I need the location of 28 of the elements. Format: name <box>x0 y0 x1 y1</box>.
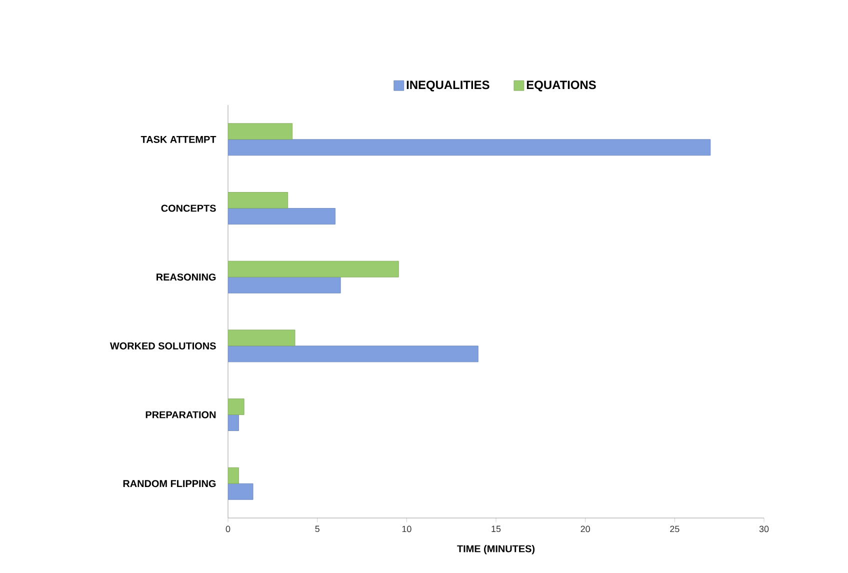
bar <box>228 483 254 500</box>
x-tick-label: 25 <box>670 526 680 532</box>
legend-label: INEQUALITIES <box>406 80 490 92</box>
bar <box>228 414 239 431</box>
bar <box>228 192 288 208</box>
bar <box>228 260 399 278</box>
y-tick-label: TASK ATTEMPT <box>140 136 216 143</box>
x-tick-label: 30 <box>759 526 769 532</box>
bar <box>228 208 336 224</box>
x-tick-label: 20 <box>580 526 590 532</box>
x-axis-title: TIME (MINUTES) <box>457 544 535 554</box>
x-tick-label: 10 <box>402 526 412 532</box>
y-tick-label: REASONING <box>156 274 216 281</box>
x-tick-label: 5 <box>315 526 320 532</box>
bar <box>228 398 244 415</box>
x-tick-label: 15 <box>492 526 501 532</box>
bar <box>228 330 296 346</box>
y-tick-label: RANDOM FLIPPING <box>123 480 216 488</box>
bar <box>228 346 478 362</box>
bar <box>228 467 239 484</box>
bar <box>228 123 293 140</box>
x-tick-label: 0 <box>226 526 230 532</box>
y-tick-label: CONCEPTS <box>161 204 216 212</box>
bar <box>228 139 711 156</box>
y-tick-label: PREPARATION <box>146 411 216 418</box>
legend-label: EQUATIONS <box>526 80 596 92</box>
bar <box>228 276 341 294</box>
y-tick-label: WORKED SOLUTIONS <box>110 342 216 350</box>
